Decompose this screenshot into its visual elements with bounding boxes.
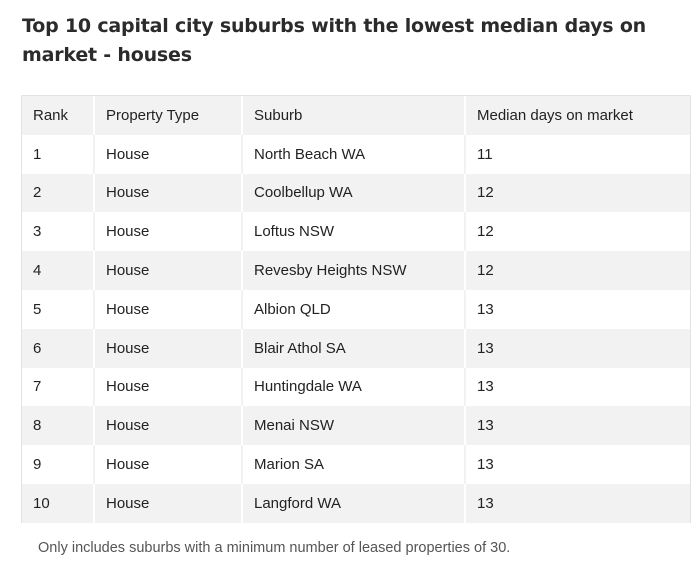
cell-suburb: Albion QLD [241, 289, 465, 329]
cell-rank: 5 [33, 300, 42, 318]
cell-suburb: Langford WA [241, 483, 465, 523]
cell-property-type: House [93, 289, 242, 329]
column-header-property-type: Property Type [93, 96, 242, 135]
cell-median-days: 13 [464, 367, 690, 407]
cell-rank: 9 [33, 456, 42, 474]
table-row: 1 House North Beach WA 11 [22, 134, 690, 174]
cell-property-type: House [93, 134, 242, 174]
cell-suburb: Huntingdale WA [241, 367, 465, 407]
cell-suburb: Blair Athol SA [241, 328, 465, 368]
cell-property-type: House [93, 212, 242, 252]
table-title: Top 10 capital city suburbs with the low… [22, 15, 647, 66]
cell-property-type: House [93, 328, 242, 368]
cell-suburb: Marion SA [241, 445, 465, 484]
table-row: 8 House Menai NSW 13 [22, 406, 690, 446]
cell-property-type: House [93, 367, 242, 407]
table-body: 1 House North Beach WA 11 2 House Coolbellup W… [22, 134, 690, 523]
cell-suburb: Menai NSW [241, 406, 465, 446]
table-row: 2 House Coolbellup WA 12 [22, 173, 690, 213]
table-row: 4 House Revesby Heights NSW 12 [22, 251, 690, 290]
cell-property-type: House [93, 445, 242, 484]
cell-median-days: 13 [464, 328, 690, 368]
cell-rank: 3 [33, 223, 42, 241]
table-header-row: Rank Property Type Suburb Median days on ma… [22, 96, 690, 135]
table-row: 7 House Huntingdale WA 13 [22, 367, 690, 407]
cell-median-days: 12 [464, 212, 690, 252]
cell-rank: 10 [33, 494, 50, 512]
cell-median-days: 13 [464, 483, 690, 523]
table-row: 3 House Loftus NSW 12 [22, 212, 690, 252]
cell-suburb: North Beach WA [241, 134, 465, 174]
cell-property-type: House [93, 251, 242, 290]
cell-property-type: House [93, 483, 242, 523]
cell-median-days: 12 [464, 251, 690, 290]
column-header-rank: Rank [33, 106, 69, 124]
table-row: 10 House Langford WA 13 [22, 483, 690, 523]
cell-suburb: Loftus NSW [241, 212, 465, 252]
column-header-suburb: Suburb [241, 96, 465, 135]
table-row: 6 House Blair Athol SA 13 [22, 328, 690, 368]
data-table: Rank Property Type Suburb Median days on ma… [22, 96, 690, 523]
cell-median-days: 11 [464, 134, 690, 174]
cell-median-days: 13 [464, 289, 690, 329]
cell-suburb: Revesby Heights NSW [241, 251, 465, 290]
cell-rank: 6 [33, 339, 42, 357]
cell-rank: 1 [33, 145, 42, 163]
footnote: Only includes suburbs with a minimum num… [38, 540, 511, 556]
table-row: 5 House Albion QLD 13 [22, 289, 690, 329]
column-header-median-days: Median days on market [464, 96, 690, 135]
cell-rank: 7 [33, 378, 42, 396]
cell-rank: 4 [33, 262, 42, 280]
table-row: 9 House Marion SA 13 [22, 445, 690, 484]
cell-median-days: 12 [464, 173, 690, 213]
cell-property-type: House [93, 173, 242, 213]
cell-property-type: House [93, 406, 242, 446]
cell-suburb: Coolbellup WA [241, 173, 465, 213]
data-table-container: Rank Property Type Suburb Median days on ma… [21, 95, 691, 523]
cell-rank: 8 [33, 417, 42, 435]
cell-rank: 2 [33, 184, 42, 202]
cell-median-days: 13 [464, 445, 690, 484]
cell-median-days: 13 [464, 406, 690, 446]
